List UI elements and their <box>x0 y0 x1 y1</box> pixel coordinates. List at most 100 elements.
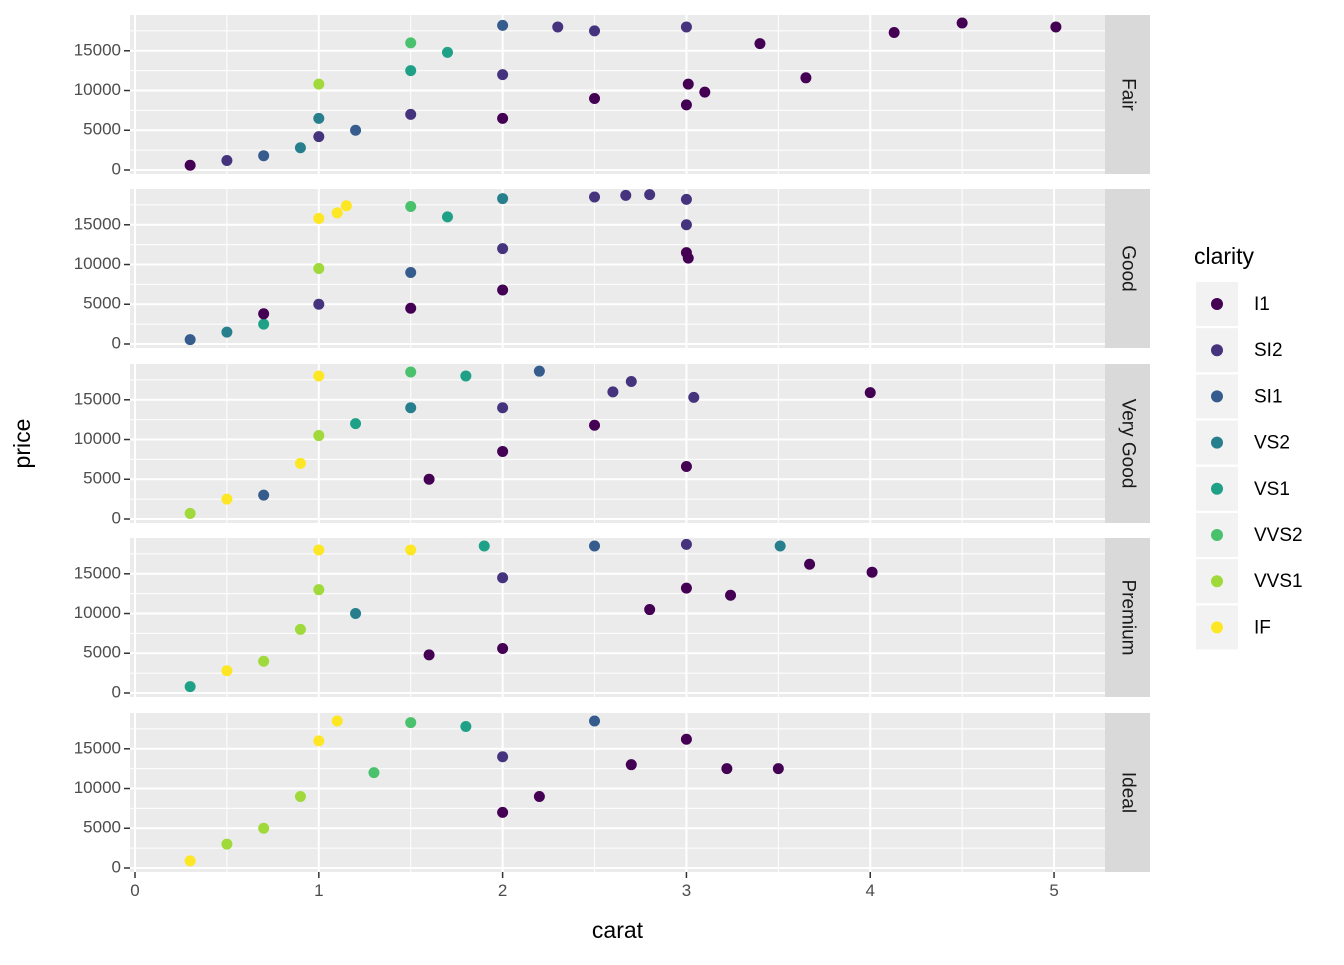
legend-label: SI1 <box>1254 386 1283 407</box>
data-point <box>721 763 733 775</box>
data-point <box>866 566 878 578</box>
data-point <box>533 790 545 802</box>
y-tick-label: 10000 <box>74 603 121 622</box>
data-point <box>221 665 233 677</box>
data-point <box>774 540 786 552</box>
facet-strip <box>1105 713 1150 872</box>
facet-strip-label: Good <box>1117 245 1138 291</box>
data-point <box>497 284 509 296</box>
y-tick-label: 15000 <box>74 738 121 757</box>
legend-swatch <box>1211 529 1223 541</box>
data-point <box>313 212 325 224</box>
data-point <box>497 69 509 81</box>
facet-strip <box>1105 538 1150 697</box>
data-point <box>533 365 545 377</box>
data-point <box>313 735 325 747</box>
y-tick-label: 15000 <box>74 389 121 408</box>
legend-label: VVS1 <box>1254 571 1303 592</box>
data-point <box>589 191 601 203</box>
y-tick-label: 0 <box>112 159 121 178</box>
panel-background <box>130 15 1105 174</box>
x-tick-label: 1 <box>314 881 323 900</box>
legend-label: VVS2 <box>1254 525 1303 546</box>
y-tick-label: 0 <box>112 682 121 701</box>
data-point <box>184 159 196 171</box>
legend-swatch <box>1211 390 1223 403</box>
legend-label: VS2 <box>1254 433 1290 454</box>
data-point <box>688 391 700 403</box>
x-tick-label: 2 <box>498 881 507 900</box>
facet-strip <box>1105 364 1150 523</box>
data-point <box>680 461 692 473</box>
y-tick-label: 10000 <box>74 778 121 797</box>
facet-strip-label: Very Good <box>1117 399 1138 489</box>
data-point <box>800 72 812 84</box>
y-tick-label: 10000 <box>74 80 121 99</box>
data-point <box>405 544 417 556</box>
data-point <box>607 386 619 398</box>
data-point <box>294 457 306 469</box>
data-point <box>460 721 472 733</box>
data-point <box>184 507 196 519</box>
data-point <box>620 189 632 201</box>
legend-title: clarity <box>1194 243 1255 269</box>
data-point <box>258 318 270 330</box>
data-point <box>423 473 435 485</box>
y-tick-label: 5000 <box>83 120 121 139</box>
data-point <box>772 763 784 775</box>
legend-swatch <box>1211 344 1223 357</box>
data-point <box>405 65 417 77</box>
x-tick-label: 3 <box>682 881 691 900</box>
y-tick-label: 5000 <box>83 818 121 837</box>
facet-panel-fair: Fair 0 5000 10000 15000 <box>74 15 1150 178</box>
data-point <box>258 489 270 501</box>
data-point <box>680 733 692 745</box>
facet-strip-label: Fair <box>1117 78 1138 111</box>
data-point <box>313 430 325 442</box>
data-point <box>754 38 766 50</box>
y-tick-label: 10000 <box>74 429 121 448</box>
data-point <box>313 112 325 124</box>
data-point <box>313 298 325 310</box>
data-point <box>313 78 325 90</box>
data-point <box>497 112 509 124</box>
data-point <box>956 17 968 29</box>
data-point <box>405 402 417 414</box>
legend-swatch <box>1211 482 1223 495</box>
data-point <box>368 767 380 779</box>
data-point <box>258 822 270 834</box>
data-point <box>313 263 325 274</box>
data-point <box>221 154 233 166</box>
data-point <box>497 193 509 205</box>
data-point <box>294 623 306 635</box>
data-point <box>184 855 196 867</box>
panel-background <box>130 713 1105 872</box>
data-point <box>497 445 509 457</box>
data-point <box>497 806 509 818</box>
y-tick-label: 15000 <box>74 214 121 233</box>
legend-swatch <box>1211 621 1223 634</box>
data-point <box>680 582 692 594</box>
data-point <box>423 649 435 661</box>
data-point <box>680 99 692 111</box>
data-point <box>313 370 325 382</box>
data-point <box>589 419 601 431</box>
data-point <box>497 243 509 255</box>
data-point <box>350 608 362 620</box>
data-point <box>699 86 711 98</box>
data-point <box>405 108 417 120</box>
data-point <box>497 642 509 654</box>
data-point <box>405 201 417 213</box>
facet-strip <box>1105 189 1150 348</box>
facet-strip-label: Ideal <box>1117 772 1138 813</box>
data-point <box>497 19 509 31</box>
data-point <box>864 387 876 399</box>
legend-label: IF <box>1254 617 1271 638</box>
facet-panel-ideal: Ideal 0 5000 10000 15000 <box>74 713 1150 876</box>
data-point <box>405 302 417 314</box>
data-point <box>497 402 509 414</box>
data-point <box>350 124 362 136</box>
y-tick-label: 10000 <box>74 254 121 273</box>
